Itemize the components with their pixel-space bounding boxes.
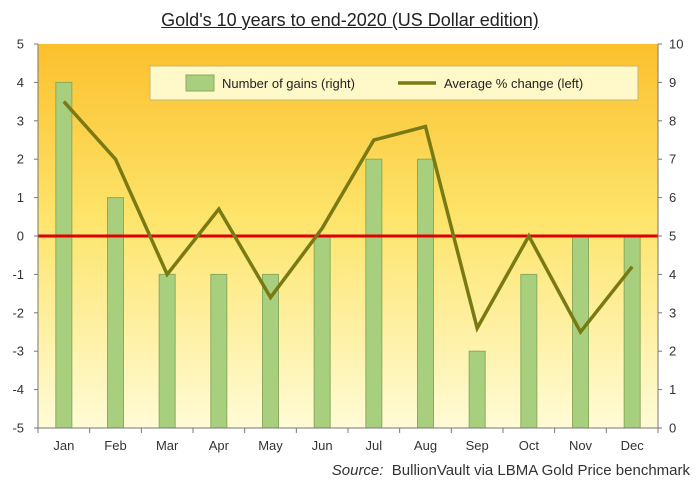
source-note: Source: BullionVault via LBMA Gold Price… — [332, 462, 690, 479]
bar-dec — [623, 235, 641, 429]
right-tick-label: 5 — [669, 229, 676, 244]
x-tick-label-jul: Jul — [366, 438, 383, 453]
bar-oct — [520, 273, 538, 429]
left-tick-label: 0 — [17, 229, 24, 244]
left-tick-label: 2 — [17, 152, 24, 167]
left-tick-label: -3 — [12, 344, 24, 359]
legend-swatch-gains — [185, 74, 215, 92]
x-tick-label-dec: Dec — [621, 438, 645, 453]
right-tick-label: 0 — [669, 421, 676, 436]
x-tick-label-apr: Apr — [209, 438, 230, 453]
legend-label-gains: Number of gains (right) — [222, 76, 355, 91]
legend-label-average: Average % change (left) — [444, 76, 583, 91]
right-tick-label: 3 — [669, 305, 676, 320]
left-tick-label: -1 — [12, 267, 24, 282]
left-tick-label: -2 — [12, 305, 24, 320]
right-tick-label: 1 — [669, 382, 676, 397]
right-tick-label: 7 — [669, 152, 676, 167]
legend: Number of gains (right) Average % change… — [149, 65, 639, 101]
chart-title: Gold's 10 years to end-2020 (US Dollar e… — [161, 10, 539, 30]
left-tick-label: -5 — [12, 421, 24, 436]
left-tick-label: 3 — [17, 113, 24, 128]
left-tick-label: 1 — [17, 190, 24, 205]
x-tick-label-may: May — [258, 438, 283, 453]
bar-feb — [107, 197, 124, 429]
right-tick-label: 10 — [669, 37, 683, 52]
left-tick-label: -4 — [12, 382, 24, 397]
x-tick-label-mar: Mar — [156, 438, 179, 453]
bar-sep — [468, 350, 486, 429]
bar-mar — [158, 273, 176, 429]
bar-jul — [365, 158, 383, 429]
bar-jan — [55, 81, 73, 429]
right-tick-label: 2 — [669, 344, 676, 359]
series-line-average-change — [62, 100, 634, 336]
x-tick-label-oct: Oct — [519, 438, 540, 453]
bar-aug — [417, 158, 434, 429]
bar-apr — [210, 273, 228, 429]
source-label: Source: — [331, 462, 384, 479]
left-tick-label: 4 — [17, 75, 24, 90]
x-tick-label-sep: Sep — [466, 438, 489, 453]
x-tick-label-aug: Aug — [414, 438, 437, 453]
left-tick-label: 5 — [17, 37, 24, 52]
x-tick-label-feb: Feb — [104, 438, 126, 453]
right-tick-label: 4 — [669, 267, 676, 282]
right-tick-label: 6 — [669, 190, 676, 205]
x-tick-label-nov: Nov — [569, 438, 593, 453]
x-tick-label-jan: Jan — [53, 438, 74, 453]
right-tick-label: 9 — [669, 75, 676, 90]
legend-box — [149, 65, 639, 101]
right-tick-label: 8 — [669, 113, 676, 128]
x-tick-label-jun: Jun — [312, 438, 333, 453]
source-text: BullionVault via LBMA Gold Price benchma… — [391, 462, 690, 479]
bar-jun — [313, 235, 331, 429]
